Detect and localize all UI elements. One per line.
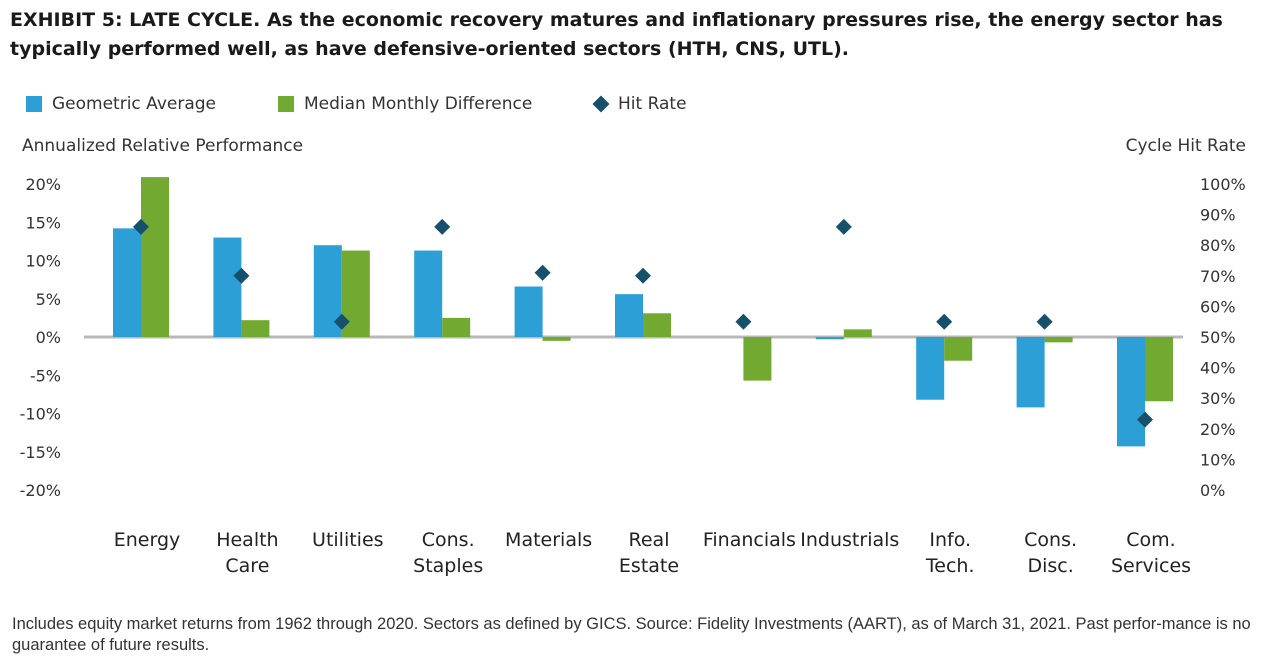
- bar-geometric-average: [113, 228, 141, 337]
- hit-rate-marker: [936, 313, 953, 330]
- y-tick-label: 10%: [25, 252, 61, 271]
- hit-rate-marker: [233, 267, 250, 284]
- category-label: Com.: [1126, 529, 1175, 551]
- bar-geometric-average: [514, 286, 543, 337]
- hit-rate-marker: [534, 264, 551, 281]
- bar-median-monthly-difference: [843, 329, 872, 337]
- legend-marker-hit-rate: [592, 95, 610, 113]
- category-label: Cons.: [1024, 529, 1077, 551]
- category-label: Materials: [505, 529, 592, 551]
- bar-geometric-average: [1016, 337, 1045, 408]
- legend-label-hit-rate: Hit Rate: [618, 94, 687, 114]
- category-label: Disc.: [1027, 555, 1073, 577]
- y2-tick-label: 10%: [1200, 450, 1236, 469]
- y2-tick-label: 0%: [1200, 481, 1225, 500]
- bar-median-monthly-difference: [141, 177, 169, 337]
- bar-chart: 20% 15% 10% 5% 0% -5% -10% -15% -20% 100% 90% 80% 70…: [20, 175, 1246, 577]
- y-tick-label: -15%: [20, 443, 61, 462]
- bar-median-monthly-difference: [241, 320, 270, 337]
- category-label: Real: [629, 529, 670, 551]
- y2-tick-label: 50%: [1200, 328, 1236, 347]
- hit-rate-marker: [835, 218, 852, 235]
- footnote: Includes equity market returns from 1962…: [12, 615, 1251, 654]
- bar-median-monthly-difference: [643, 313, 671, 337]
- y2-tick-label: 30%: [1200, 389, 1236, 408]
- y-tick-label: 5%: [36, 290, 61, 309]
- y-axis-title-left: Annualized Relative Performance: [22, 136, 304, 156]
- hit-rate-marker: [1137, 411, 1153, 428]
- category-label: Estate: [619, 555, 679, 577]
- chart-title-text: As the economic recovery matures and inf…: [10, 9, 1223, 60]
- bar-geometric-average: [815, 337, 844, 340]
- category-label: Health: [216, 529, 278, 551]
- y2-tick-label: 80%: [1200, 236, 1236, 255]
- bar-geometric-average: [414, 250, 443, 337]
- y2-tick-label: 70%: [1200, 267, 1236, 286]
- category-label: Care: [225, 555, 269, 577]
- y2-tick-label: 100%: [1200, 175, 1246, 194]
- category-label: Financials: [703, 529, 796, 551]
- chart-title-lead: EXHIBIT 5: LATE CYCLE.: [10, 9, 261, 31]
- legend-swatch-median: [278, 96, 294, 112]
- hit-rate-marker: [133, 218, 149, 235]
- y2-tick-label: 20%: [1200, 420, 1236, 439]
- bar-geometric-average: [916, 337, 945, 400]
- category-label: Energy: [114, 529, 181, 551]
- bar-median-monthly-difference: [1145, 337, 1173, 402]
- hit-rate-marker: [735, 313, 752, 330]
- bar-median-monthly-difference: [442, 317, 471, 337]
- category-label: Industrials: [800, 529, 899, 551]
- y2-tick-label: 90%: [1200, 206, 1236, 225]
- bar-geometric-average: [615, 294, 643, 337]
- y2-tick-label: 60%: [1200, 297, 1236, 316]
- category-label: Staples: [413, 555, 483, 577]
- category-label: Services: [1111, 555, 1191, 577]
- y-tick-label: 20%: [25, 175, 61, 194]
- category-label: Utilities: [312, 529, 384, 551]
- bar-geometric-average: [213, 237, 242, 337]
- hit-rate-marker: [333, 313, 350, 330]
- legend-label-geometric: Geometric Average: [52, 94, 216, 114]
- y-tick-label: -5%: [30, 366, 61, 385]
- y2-tick-label: 40%: [1200, 359, 1236, 378]
- y-axis-title-right: Cycle Hit Rate: [1125, 136, 1246, 156]
- bar-median-monthly-difference: [743, 337, 772, 381]
- y-tick-label: -10%: [20, 405, 61, 424]
- y-tick-label: 0%: [36, 328, 61, 347]
- legend-label-median: Median Monthly Difference: [304, 94, 533, 114]
- category-label: Cons.: [422, 529, 475, 551]
- bar-median-monthly-difference: [542, 337, 571, 341]
- bar-geometric-average: [1117, 337, 1145, 447]
- y-tick-label: -20%: [20, 481, 61, 500]
- category-label: Info.: [929, 529, 971, 551]
- hit-rate-marker: [434, 218, 451, 235]
- legend-swatch-geometric: [26, 96, 42, 112]
- category-label: Tech.: [925, 555, 975, 577]
- bar-median-monthly-difference: [1044, 337, 1073, 343]
- chart-title: EXHIBIT 5: LATE CYCLE. As the economic r…: [10, 6, 1250, 64]
- hit-rate-marker: [635, 267, 651, 284]
- hit-rate-marker: [1036, 313, 1053, 330]
- bar-median-monthly-difference: [944, 337, 973, 361]
- y-tick-label: 15%: [25, 213, 61, 232]
